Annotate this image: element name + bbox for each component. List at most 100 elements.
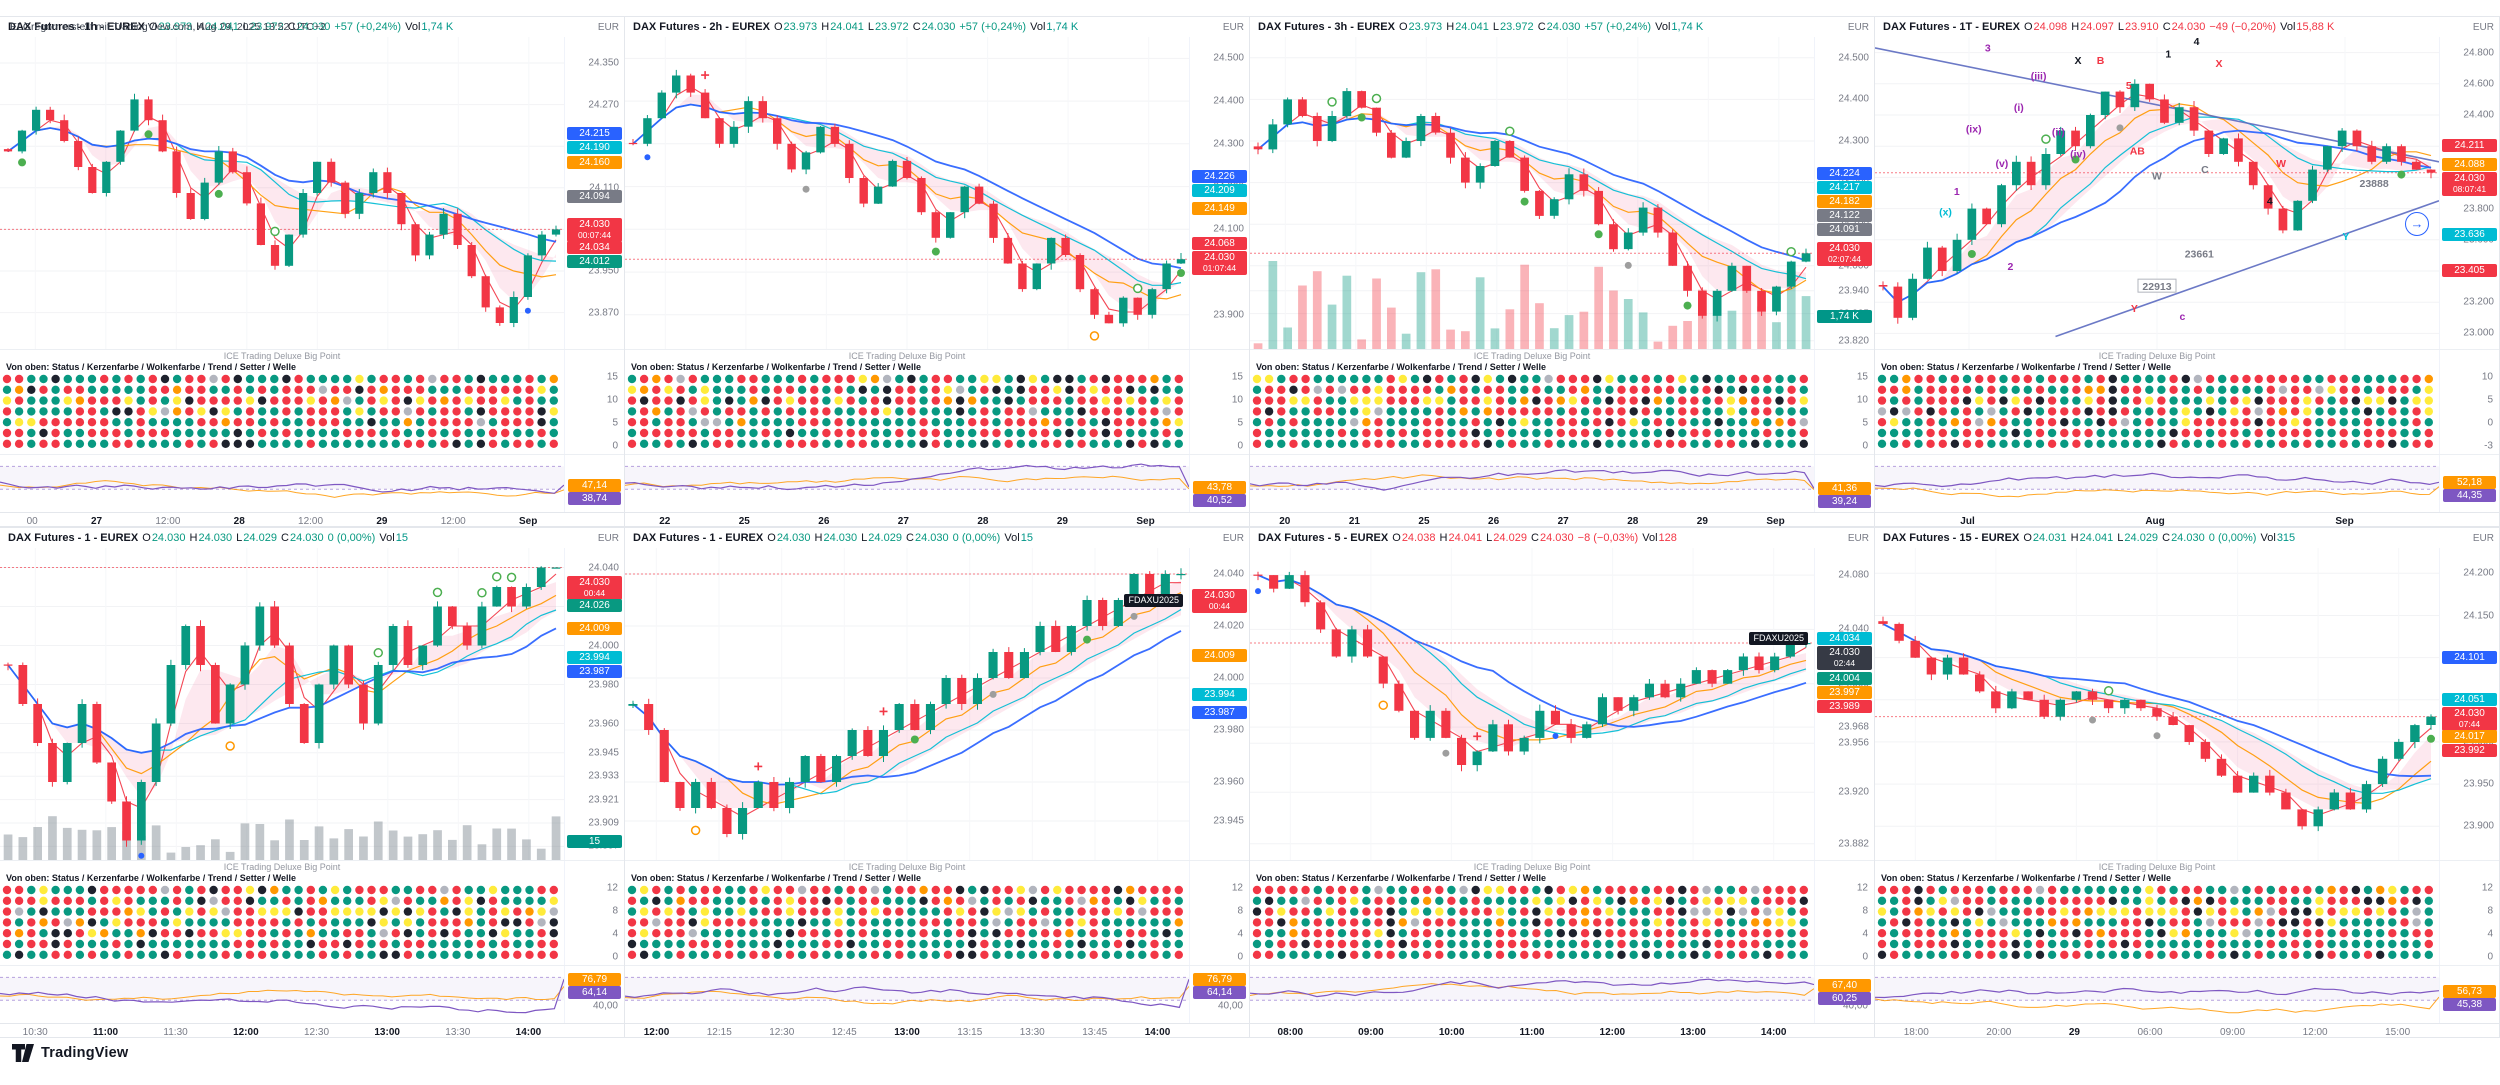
svg-text:c: c <box>2179 311 2185 323</box>
indicator-scale-tick: 8 <box>1237 905 1243 917</box>
chart-header[interactable]: DAX Futures - 3h - EUREX O23.973 H24.041… <box>1250 17 1874 37</box>
oscillator-panel[interactable]: 41,36 39,24 <box>1250 454 1874 512</box>
indicator-axis[interactable]: 12 8 4 0 <box>2439 861 2499 965</box>
price-chart-area[interactable]: 34XB1X5(iii)(i)(ii)(iv)(v)(ix)WCWAB1242Y… <box>1875 37 2499 349</box>
indicator-panel[interactable]: ICE Trading Deluxe Big Point Von oben: S… <box>1875 860 2499 965</box>
indicator-axis[interactable]: 15 10 5 0 <box>564 350 624 454</box>
scroll-to-realtime-button[interactable]: → <box>2405 211 2429 236</box>
indicator-axis[interactable]: 15 10 5 0 <box>1814 350 1874 454</box>
oscillator-axis[interactable]: 76,79 64,14 40,00 <box>1189 966 1249 1023</box>
indicator-panel[interactable]: ICE Trading Deluxe Big Point Von oben: S… <box>625 860 1249 965</box>
price-chart-svg[interactable] <box>0 37 564 349</box>
chart-legend[interactable]: DAX Futures - 3h - EUREX O23.973 H24.041… <box>1258 21 1704 33</box>
chart-header[interactable]: DAX Futures - 15 - EUREX O24.031 H24.041… <box>1875 528 2499 548</box>
legend-segment: Vol <box>2280 21 2296 33</box>
legend-segment: 0 (0,00%) <box>327 532 379 544</box>
oscillator-axis[interactable]: 67,40 60,25 40,00 <box>1814 966 1874 1023</box>
price-chart-svg[interactable]: 34XB1X5(iii)(i)(ii)(iv)(v)(ix)WCWAB1242Y… <box>1875 37 2439 349</box>
chart-header[interactable]: DAX Futures - 1h - EUREX O23.973 H24.041… <box>0 17 624 37</box>
time-axis[interactable]: 08:00 09:00 10:00 11:00 12:00 13:00 14:00 <box>1250 1023 1874 1037</box>
oscillator-panel[interactable]: 76,79 64,14 40,00 <box>0 965 624 1023</box>
chart-header[interactable]: DAX Futures - 1 - EUREX O24.030 H24.030 … <box>0 528 624 548</box>
oscillator-panel[interactable]: 47,14 38,74 <box>0 454 624 512</box>
time-axis[interactable]: Jul Aug Sep <box>1875 512 2499 526</box>
indicator-axis[interactable]: 15 10 5 0 <box>1189 350 1249 454</box>
price-badge: 24.030 07:44 <box>2442 706 2497 731</box>
legend-segment: +57 (+0,24%) <box>1584 21 1655 33</box>
chart-legend[interactable]: DAX Futures - 15 - EUREX O24.031 H24.041… <box>1883 532 2296 544</box>
price-axis[interactable]: 24.80024.60024.40024.20024.00023.80023.6… <box>2439 37 2499 349</box>
chart-header[interactable]: DAX Futures - 5 - EUREX O24.038 H24.041 … <box>1250 528 1874 548</box>
price-chart-area[interactable]: 24.35024.27024.19024.11024.03023.95023.8… <box>0 37 624 349</box>
indicator-panel[interactable]: ICE Trading Deluxe Big Point Von oben: S… <box>1250 349 1874 454</box>
oscillator-axis[interactable]: 43,78 40,52 <box>1189 455 1249 512</box>
price-chart-area[interactable]: 24.20024.15024.10024.05024.00023.95023.9… <box>1875 548 2499 860</box>
price-badge: 24.160 <box>567 155 622 169</box>
tradingview-logo-icon[interactable] <box>12 1044 34 1062</box>
indicator-panel[interactable]: ICE Trading Deluxe Big Point Von oben: S… <box>0 860 624 965</box>
price-chart-svg[interactable] <box>1875 548 2439 860</box>
price-axis[interactable]: 24.35024.27024.19024.11024.03023.95023.8… <box>564 37 624 349</box>
oscillator-axis[interactable]: 47,14 38,74 <box>564 455 624 512</box>
time-axis[interactable]: 20 21 25 26 27 28 29 Sep <box>1250 512 1874 526</box>
oscillator-panel[interactable]: 52,18 44,35 <box>1875 454 2499 512</box>
oscillator-panel[interactable]: 67,40 60,25 40,00 <box>1250 965 1874 1023</box>
indicator-axis[interactable]: 10 5 0 -3 <box>2439 350 2499 454</box>
oscillator-level-label: 40,00 <box>592 1000 618 1012</box>
oscillator-axis[interactable]: 41,36 39,24 <box>1814 455 1874 512</box>
time-axis[interactable]: 12:00 12:15 12:30 12:45 13:00 13:15 13:30 13:45… <box>625 1023 1249 1037</box>
time-axis[interactable]: 10:30 11:00 11:30 12:00 12:30 13:00 13:30 14:00 <box>0 1023 624 1037</box>
price-axis[interactable]: 24.08024.04024.00023.96823.95623.92023.8… <box>1814 548 1874 860</box>
price-chart-area[interactable]: 24.040 24.020 24.000 23.980 23.960 23.945 24.0… <box>625 548 1249 860</box>
indicator-panel[interactable]: ICE Trading Deluxe Big Point Von oben: S… <box>1875 349 2499 454</box>
price-chart-svg[interactable] <box>1250 548 1814 860</box>
chart-header[interactable]: DAX Futures - 1T - EUREX O24.098 H24.097… <box>1875 17 2499 37</box>
oscillator-axis[interactable]: 52,18 44,35 <box>2439 455 2499 512</box>
indicator-axis[interactable]: 12 8 4 0 <box>1814 861 1874 965</box>
price-chart-svg[interactable] <box>625 37 1189 349</box>
price-chart-svg[interactable] <box>0 548 564 860</box>
chart-header[interactable]: DAX Futures - 1 - EUREX O24.030 H24.030 … <box>625 528 1249 548</box>
oscillator-panel[interactable]: 76,79 64,14 40,00 <box>625 965 1249 1023</box>
oscillator-panel[interactable]: 43,78 40,52 <box>625 454 1249 512</box>
price-chart-area[interactable]: 24.08024.04024.00023.96823.95623.92023.8… <box>1250 548 1874 860</box>
oscillator-axis[interactable]: 56,73 45,38 <box>2439 966 2499 1023</box>
price-chart-area[interactable]: 24.50024.40024.30024.20024.10024.00023.9… <box>1250 37 1874 349</box>
chart-legend[interactable]: DAX Futures - 1 - EUREX O24.030 H24.030 … <box>633 532 1034 544</box>
indicator-panel[interactable]: ICE Trading Deluxe Big Point Von oben: S… <box>1250 860 1874 965</box>
chart-header[interactable]: DAX Futures - 2h - EUREX O23.973 H24.041… <box>625 17 1249 37</box>
chart-legend[interactable]: DAX Futures - 1 - EUREX O24.030 H24.030 … <box>8 532 409 544</box>
time-axis[interactable]: 00 27 12:00 28 12:00 29 12:00 Sep <box>0 512 624 526</box>
indicator-panel[interactable]: ICE Trading Deluxe Big Point Von oben: S… <box>625 349 1249 454</box>
price-chart-svg[interactable] <box>1250 37 1814 349</box>
time-axis[interactable]: 22 25 26 27 28 29 Sep <box>625 512 1249 526</box>
price-tick: 24.400 <box>1838 93 1869 105</box>
oscillator-panel[interactable]: 56,73 45,38 <box>1875 965 2499 1023</box>
oscillator-axis[interactable]: 76,79 64,14 40,00 <box>564 966 624 1023</box>
candles-layer <box>3 93 561 328</box>
price-axis[interactable]: 24.040 24.020 24.000 23.980 23.960 23.945 24.0… <box>1189 548 1249 860</box>
price-axis[interactable]: 24.20024.15024.10024.05024.00023.95023.9… <box>2439 548 2499 860</box>
price-chart-area[interactable]: 24.04024.02024.00023.98023.96023.94523.9… <box>0 548 624 860</box>
price-axis[interactable]: 24.04024.02024.00023.98023.96023.94523.9… <box>564 548 624 860</box>
price-chart-area[interactable]: 24.50024.40024.30024.20024.10024.00023.9… <box>625 37 1249 349</box>
indicator-panel[interactable]: ICE Trading Deluxe Big Point Von oben: S… <box>0 349 624 454</box>
time-axis[interactable]: 18:00 20:00 29 06:00 09:00 12:00 15:00 <box>1875 1023 2499 1037</box>
price-tick: 23.960 <box>1213 776 1244 788</box>
oscillator-value-badge: 60,25 <box>1818 991 1871 1005</box>
trendline[interactable] <box>2055 200 2440 338</box>
chart-legend[interactable]: DAX Futures - 1T - EUREX O24.098 H24.097… <box>1883 21 2335 33</box>
brand-name[interactable]: TradingView <box>41 1045 129 1061</box>
price-axis[interactable]: 24.50024.40024.30024.20024.10024.00023.9… <box>1814 37 1874 349</box>
price-axis[interactable]: 24.50024.40024.30024.20024.10024.00023.9… <box>1189 37 1249 349</box>
indicator-axis[interactable]: 12 8 4 0 <box>564 861 624 965</box>
chart-legend[interactable]: DAX Futures - 1h - EUREX O23.973 H24.041… <box>8 21 454 33</box>
chart-legend[interactable]: DAX Futures - 5 - EUREX O24.038 H24.041 … <box>1258 532 1678 544</box>
price-tick: 24.040 <box>1838 623 1869 635</box>
price-chart-svg[interactable] <box>625 548 1189 860</box>
chart-legend[interactable]: DAX Futures - 2h - EUREX O23.973 H24.041… <box>633 21 1079 33</box>
indicator-axis[interactable]: 12 8 4 0 <box>1189 861 1249 965</box>
price-tick: 23.820 <box>1838 335 1869 347</box>
ma-cloud <box>633 580 1181 808</box>
legend-segment: Vol <box>2260 532 2276 544</box>
